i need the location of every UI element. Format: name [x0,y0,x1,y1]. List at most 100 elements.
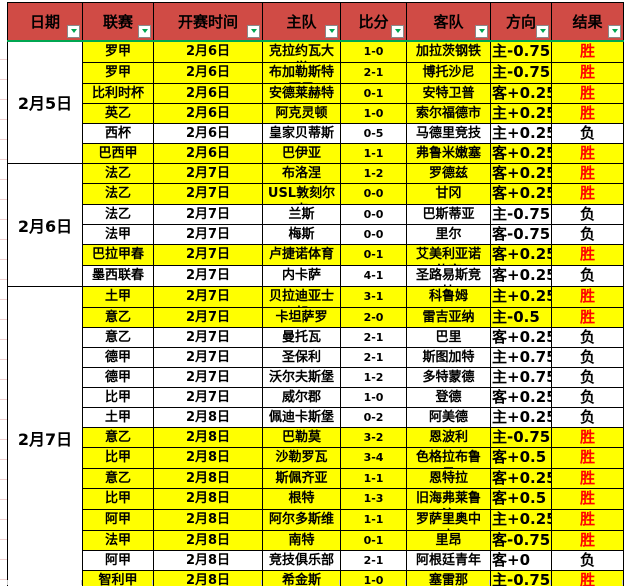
away-cell: 圣路易斯竞技 [406,264,491,287]
score-value: 1-0 [363,106,384,120]
home-cell: 阿克灵顿 [262,102,341,124]
away-cell: 里尔 [406,223,491,245]
home-value: 圣保利 [281,349,321,365]
score-cell: 0-1 [340,529,407,551]
home-cell: 阿尔多斯维 [262,508,341,531]
chevron-down-icon [141,29,148,33]
home-cell: 希金斯 [262,569,341,586]
filter-button-score[interactable] [391,24,404,38]
league-value: 西杯 [104,125,131,141]
score-cell: 0-1 [340,243,407,266]
league-value: 智利甲 [98,572,138,586]
filter-button-direction[interactable] [536,24,549,38]
league-cell: 意乙 [82,426,154,448]
score-cell: 1-1 [340,508,407,531]
time-cell: 2月8日 [153,569,263,586]
league-value: 土甲 [104,409,131,425]
home-value: 希金斯 [281,572,321,586]
time-cell: 2月7日 [153,285,263,308]
filter-button-home-team[interactable] [325,24,338,38]
result-cell: 胜 [551,162,624,184]
home-value: 竞技俱乐部 [268,552,334,568]
col-header-result: 结果 [551,2,624,42]
direction-value: 主-0.75 [492,427,551,446]
score-cell: 1-0 [340,386,407,408]
away-cell: 多特蒙德 [406,366,491,388]
away-value: 登德 [435,389,462,405]
result-value: 负 [579,123,595,142]
home-cell: 布洛涅 [262,162,341,184]
result-cell: 胜 [551,102,624,124]
away-value: 弗鲁米嫩塞 [415,145,481,161]
away-cell: 加拉茨钢铁 [406,40,491,63]
away-value: 巴里 [435,329,462,345]
score-cell: 0-1 [340,82,407,104]
filter-button-away-team[interactable] [475,24,488,38]
league-value: 罗甲 [104,65,131,80]
result-value: 胜 [579,570,595,586]
filter-button-kickoff-time[interactable] [247,24,260,38]
home-value: 兰斯 [288,206,315,222]
away-cell: 罗德兹 [406,162,491,184]
away-value: 圣路易斯竞技 [415,267,481,286]
away-value: 恩波利 [428,429,468,445]
result-value: 胜 [579,427,595,446]
home-cell: 沃尔夫斯堡 [262,366,341,388]
result-value: 胜 [579,83,595,102]
time-value: 2月7日 [185,206,231,222]
col-header-away-team-label: 客队 [433,12,464,31]
league-value: 法乙 [104,206,131,222]
home-cell: 巴伊亚 [262,142,341,164]
result-cell: 胜 [551,529,624,551]
match-row: 智利甲 2月8日 希金斯 1-0 塞雷那 主-0.75 胜 [8,569,624,586]
league-cell: 德甲 [82,366,154,388]
away-cell: 科鲁姆 [406,285,491,308]
direction-value: 主-0.75 [492,63,551,81]
away-value: 安特卫普 [422,85,475,101]
col-header-date-label: 日期 [29,12,60,31]
home-cell: 曼托瓦 [262,326,341,348]
home-value: 内卡萨 [281,267,321,283]
away-value: 旧海弗莱鲁汶 [415,490,481,509]
away-value: 罗萨里奥中央 [415,511,481,530]
column-line-stubs [7,580,623,585]
result-cell: 胜 [551,243,624,266]
home-cell: 内卡萨 [262,264,341,287]
time-cell: 2月7日 [153,203,263,225]
direction-cell: 主+0.25 [490,102,552,124]
score-value: 2-0 [363,310,384,324]
direction-value: 客+0 [492,550,531,569]
col-header-kickoff-time-label: 开赛时间 [177,12,238,31]
league-cell: 西杯 [82,122,154,144]
filter-button-date[interactable] [67,24,80,38]
match-row: 法甲 2月8日 南特 0-1 里昂 客-0.75 胜 [8,529,624,551]
time-cell: 2月8日 [153,467,263,489]
league-cell: 意乙 [82,326,154,348]
league-cell: 土甲 [82,285,154,308]
league-value: 比甲 [104,450,131,465]
league-cell: 德甲 [82,346,154,368]
home-cell: 安德莱赫特 [262,82,341,104]
result-value: 负 [579,327,595,346]
direction-value: 主+0.25 [492,287,552,305]
result-cell: 负 [551,406,624,428]
league-value: 意乙 [104,309,131,325]
direction-value: 客+0.25 [492,387,552,406]
direction-cell: 客+0.25 [490,182,552,205]
home-value: USL敦刻尔克 [267,185,336,204]
time-value: 2月8日 [185,429,231,445]
league-cell: 比甲 [82,446,154,469]
league-cell: 罗甲 [82,40,154,63]
away-cell: 罗萨里奥中央 [406,508,491,531]
time-value: 2月6日 [185,65,231,80]
result-cell: 胜 [551,82,624,104]
header-row: 日期 联赛 开赛时间 主队 比分 [7,2,624,42]
score-value: 1-1 [363,146,384,160]
away-value: 里尔 [435,226,462,242]
time-cell: 2月8日 [153,549,263,571]
score-cell: 1-0 [340,569,407,586]
filter-button-league[interactable] [138,24,151,38]
filter-button-result[interactable] [608,24,621,38]
score-cell: 1-1 [340,467,407,489]
match-row: 意乙 2月8日 斯佩齐亚 1-1 恩特拉 客+0.25 胜 [8,467,624,489]
